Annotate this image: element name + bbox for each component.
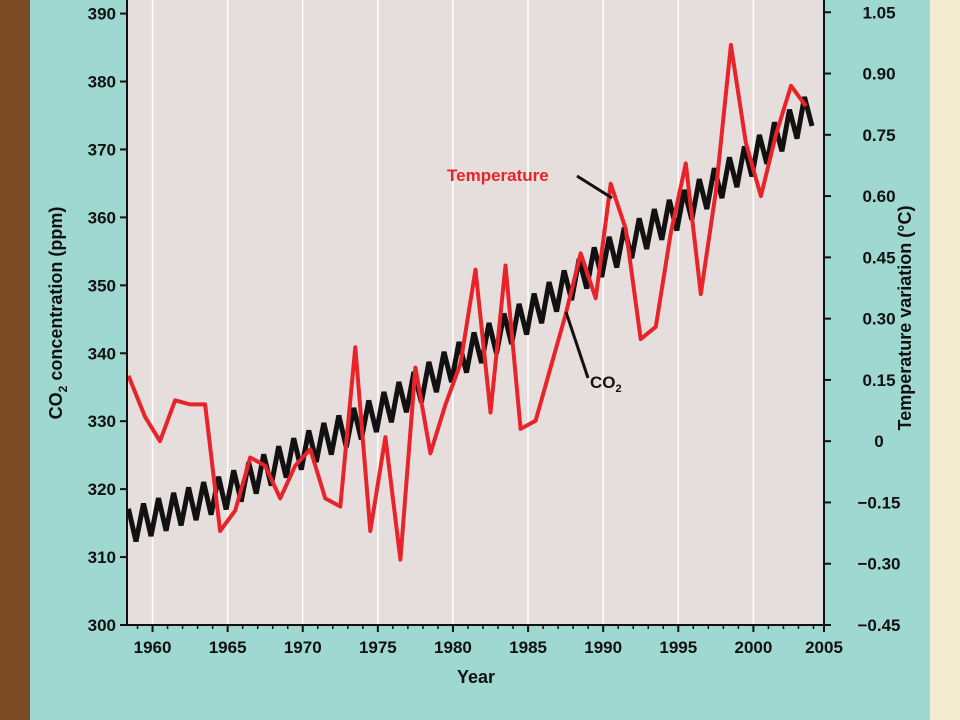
temperature-series [126,42,808,562]
axes [120,0,831,632]
y-left-tick-label: 310 [88,548,116,567]
x-axis-label: Year [457,667,495,687]
x-tick-label: 1960 [134,638,172,657]
co2-annotation-pointer [564,311,590,379]
co2-annotation-sub: 2 [616,383,622,395]
y-left-tick-label: 390 [88,5,116,24]
x-tick-label: 1970 [284,638,322,657]
co2-annotation-label: CO2 [590,373,622,395]
y-left-tick-label: 350 [88,276,116,295]
y-axis-left-label-pre: CO [46,392,66,419]
y-right-tick-label: 0.15 [862,371,895,390]
y-left-tick-label: 340 [88,344,116,363]
y-right-tick-label: 0.75 [862,126,895,145]
y-axis-right-label: Temperature variation (°C) [895,206,915,431]
tick-labels: 1960 1965 1970 1975 1980 1985 1990 1995 2000 2005… [88,3,901,657]
y-left-tick-label: 330 [88,412,116,431]
y-right-tick-label: 0.45 [862,248,895,267]
y-left-tick-label: 320 [88,480,116,499]
temperature-line [126,42,808,562]
y-right-tick-label: −0.45 [857,616,900,635]
y-right-tick-label: 0.60 [862,187,895,206]
y-left-tick-label: 300 [88,616,116,635]
y-right-tick-label: 0 [874,432,883,451]
x-tick-label: 1995 [659,638,697,657]
y-right-tick-label: −0.30 [857,555,900,574]
plot-area [127,0,824,625]
temperature-annotation-label: Temperature [447,166,549,185]
y-right-tick-label: −0.15 [857,493,900,512]
x-tick-label: 2005 [805,638,843,657]
x-tick-label: 1965 [209,638,247,657]
co2-annotation: CO2 [564,311,622,395]
co2-annotation-pre: CO [590,373,616,392]
temperature-annotation-pointer [576,174,613,200]
x-tick-label: 1985 [509,638,547,657]
y-right-tick-label: 0.90 [862,65,895,84]
co2-series [126,96,815,543]
y-axis-left-label-post: concentration (ppm) [46,207,66,386]
x-tick-label: 1975 [359,638,397,657]
x-tick-label: 2000 [734,638,772,657]
y-left-tick-label: 360 [88,208,116,227]
y-left-tick-label: 370 [88,140,116,159]
x-tick-label: 1990 [584,638,622,657]
y-right-tick-label: 1.05 [862,3,895,22]
slide-border-right [930,0,960,720]
temperature-annotation: Temperature [447,166,613,200]
y-left-tick-label: 380 [88,73,116,92]
y-axis-left-label-sub: 2 [56,385,70,392]
y-right-tick-label: 0.30 [862,310,895,329]
co2-line [126,96,815,543]
x-tick-label: 1980 [434,638,472,657]
slide-border-left [0,0,30,720]
y-axis-left-label: CO2 concentration (ppm) [46,207,70,420]
